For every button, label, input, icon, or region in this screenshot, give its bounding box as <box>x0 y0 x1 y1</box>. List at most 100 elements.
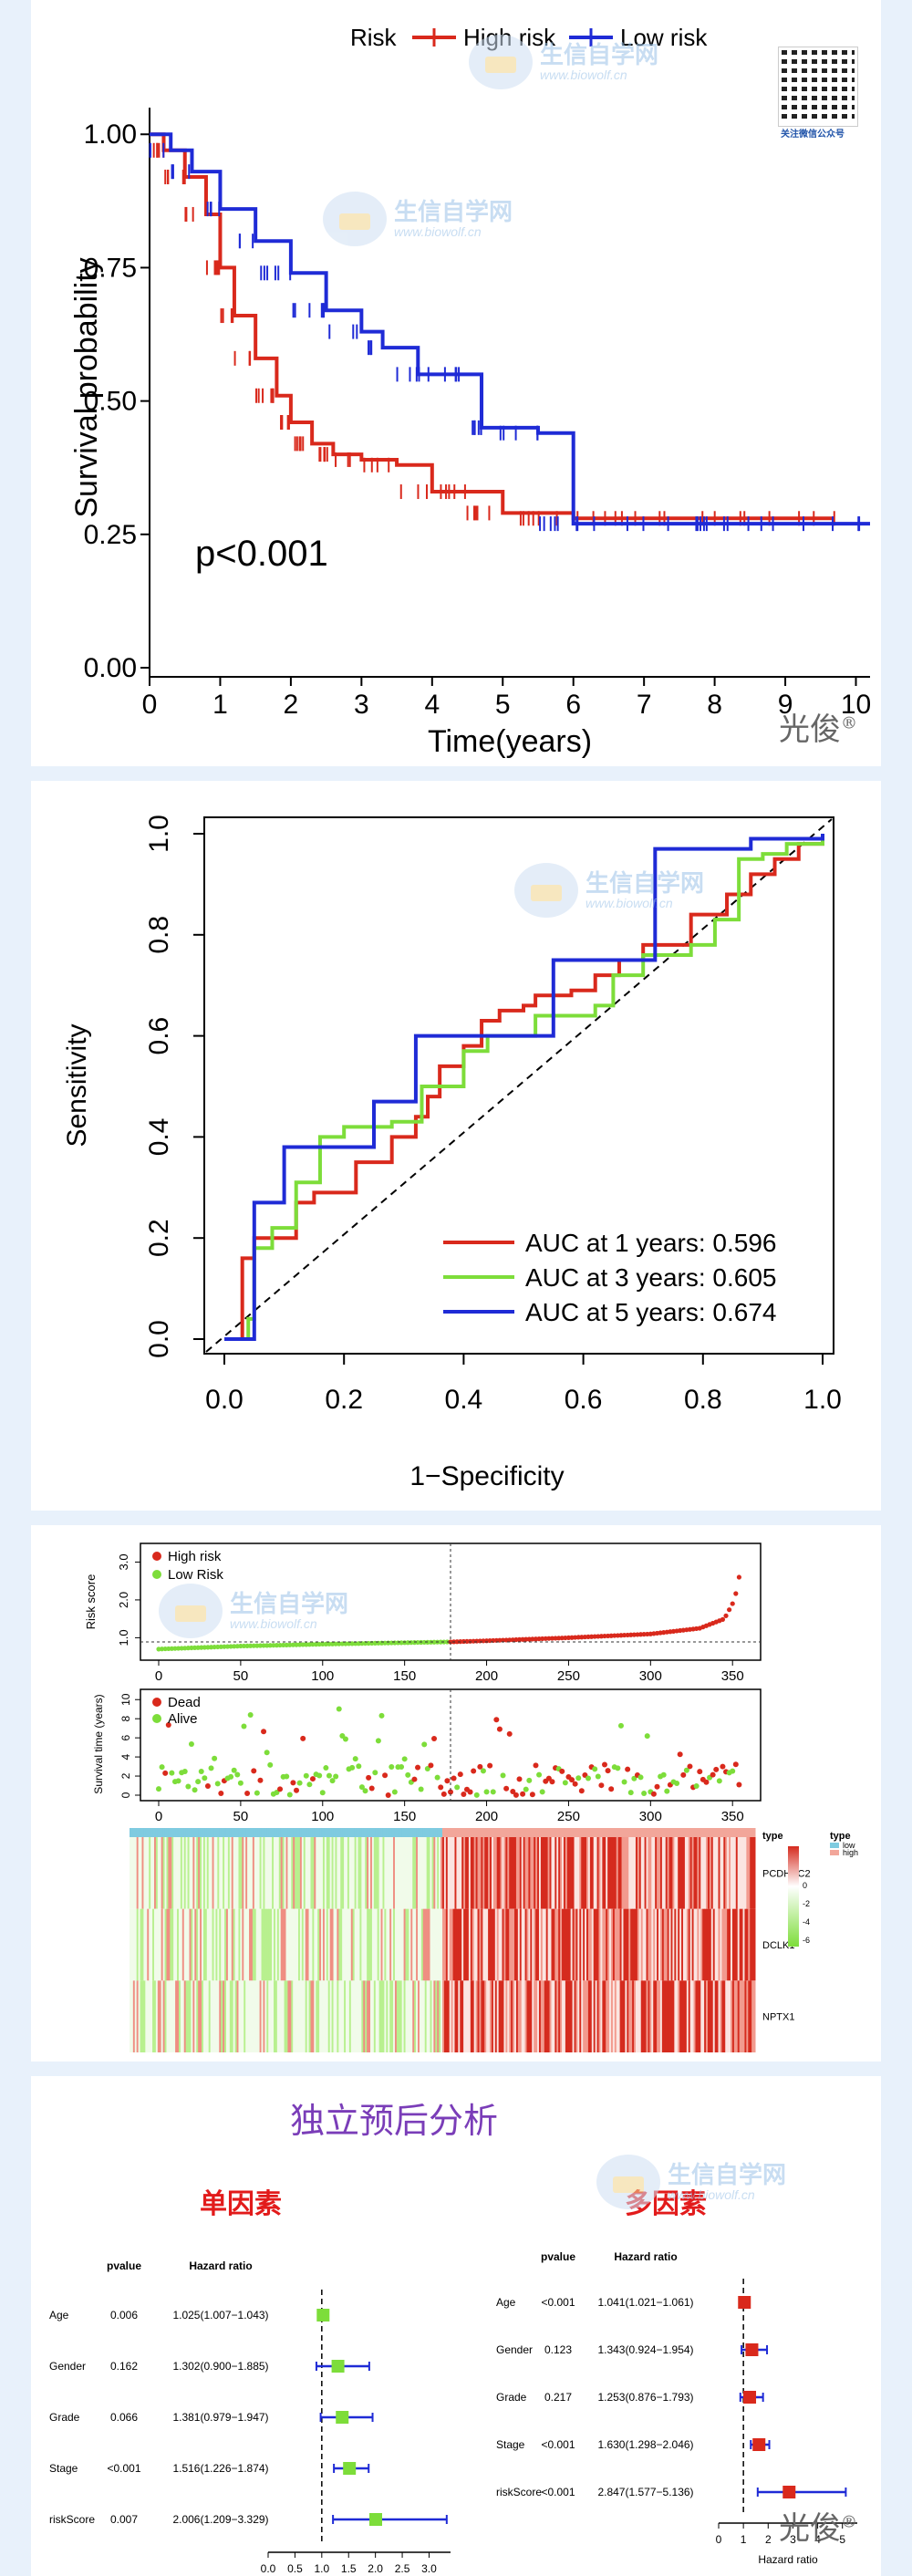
heatmap-cell <box>314 1837 316 1909</box>
heatmap-cell <box>725 1837 728 1909</box>
survival-point <box>660 1771 667 1778</box>
y-tick-label: 0.50 <box>84 387 137 417</box>
heatmap-cell <box>591 1980 595 2052</box>
heatmap-cell <box>405 1837 408 1909</box>
heatmap-cell <box>729 1908 731 1981</box>
heatmap-cell <box>741 1837 744 1909</box>
heatmap-cell <box>171 1980 174 2052</box>
type-bar-cell <box>606 1828 608 1837</box>
y-tick-label: 0.25 <box>84 520 137 550</box>
type-legend-label: high <box>843 1848 858 1857</box>
type-bar-cell <box>591 1828 595 1837</box>
y-axis-label: Survival time (years) <box>92 1694 105 1793</box>
heatmap-cell <box>257 1980 261 2052</box>
survival-point <box>601 1761 607 1768</box>
heatmap-cell <box>731 1837 735 1909</box>
type-bar-cell <box>191 1828 193 1837</box>
heatmap-cell <box>491 1980 494 2052</box>
heatmap-cell <box>710 1980 714 2052</box>
heatmap-cell <box>702 1837 705 1909</box>
type-bar-cell <box>377 1828 380 1837</box>
heatmap-cell <box>628 1908 631 1981</box>
heatmap-cell <box>607 1980 610 2052</box>
type-bar-cell <box>247 1828 250 1837</box>
type-bar-cell <box>674 1828 677 1837</box>
heatmap-cell <box>141 1980 144 2052</box>
heatmap-cell <box>691 1980 695 2052</box>
type-bar-cell <box>310 1828 313 1837</box>
heatmap-scale-bar <box>788 1846 799 1947</box>
survival-point <box>385 1792 391 1798</box>
heatmap-cell <box>354 1980 358 2052</box>
heatmap-cell <box>145 1908 148 1981</box>
heatmap-cell <box>461 1837 464 1909</box>
heatmap-cell <box>456 1980 459 2052</box>
heatmap-cell <box>161 1837 164 1909</box>
heatmap-cell <box>276 1908 280 1981</box>
heatmap-cell <box>452 1908 455 1981</box>
y-tick-label: 0.2 <box>144 1219 174 1257</box>
heatmap-cell <box>272 1980 275 2052</box>
heatmap-scale-label: -6 <box>803 1936 810 1945</box>
risk-score-point <box>736 1574 742 1580</box>
type-bar-cell <box>317 1828 320 1837</box>
survival-point <box>418 1786 424 1792</box>
heatmap-cell <box>515 1837 519 1909</box>
type-bar-cell <box>484 1828 487 1837</box>
heatmap-cell <box>672 1908 675 1981</box>
heatmap-cell <box>663 1980 667 2052</box>
heatmap-cell <box>451 1980 454 2052</box>
heatmap-cell <box>737 1980 741 2052</box>
roc-panel: 0.0 0.0 0.2 0.2 0.4 0.4 0.6 0.6 0.8 0.8 1.0 1.0 1−Sp… <box>31 781 881 1511</box>
heatmap-cell <box>475 1908 479 1981</box>
heatmap-cell <box>688 1908 691 1981</box>
survival-point <box>247 1712 254 1719</box>
heatmap-cell <box>470 1908 473 1981</box>
heatmap-cell <box>750 1908 752 1981</box>
heatmap-cell <box>640 1908 644 1981</box>
y-axis-label: Survival probability <box>69 257 104 517</box>
row-label: Gender <box>496 2343 533 2356</box>
heatmap-cell <box>191 1908 193 1981</box>
heatmap-cell <box>138 1908 141 1981</box>
heatmap-cell <box>659 1908 663 1981</box>
heatmap-cell <box>202 1908 206 1981</box>
heatmap-cell <box>481 1980 483 2052</box>
heatmap-cell <box>667 1980 670 2052</box>
type-bar-cell <box>388 1828 390 1837</box>
heatmap-cell <box>422 1980 426 2052</box>
heatmap-cell <box>492 1980 496 2052</box>
heatmap-cell <box>437 1908 440 1981</box>
survival-point <box>503 1785 510 1792</box>
heatmap-cell <box>494 1908 498 1981</box>
heatmap-cell <box>327 1980 331 2052</box>
type-bar-cell <box>346 1828 348 1837</box>
heatmap-cell <box>428 1908 431 1981</box>
type-bar-cell <box>299 1828 303 1837</box>
heatmap-cell <box>192 1908 195 1981</box>
heatmap-cell <box>628 1837 631 1909</box>
type-bar-cell <box>515 1828 519 1837</box>
heatmap-cell <box>416 1908 419 1981</box>
km-chart: 0.000.250.500.751.000 1 2 3 4 5 6 7 8 9 10Time(yea… <box>69 24 871 759</box>
heatmap-cell <box>521 1980 524 2052</box>
x-tick-label: 5 <box>495 690 511 720</box>
heatmap-cell <box>568 1908 572 1981</box>
heatmap-cell <box>378 1980 382 2052</box>
row-pvalue: 0.217 <box>544 2391 572 2404</box>
type-bar-cell <box>653 1828 656 1837</box>
type-bar-cell <box>215 1828 218 1837</box>
heatmap-cell <box>409 1908 411 1981</box>
heatmap-cell <box>491 1908 494 1981</box>
type-bar-cell <box>194 1828 197 1837</box>
heatmap-cell <box>463 1980 466 2052</box>
heatmap-cell <box>227 1837 231 1909</box>
heatmap-cell <box>465 1980 468 2052</box>
heatmap-cell <box>130 1908 134 1981</box>
heatmap-cell <box>299 1837 303 1909</box>
heatmap-cell <box>689 1908 693 1981</box>
type-bar-cell <box>695 1828 698 1837</box>
heatmap-cell <box>250 1837 254 1909</box>
heatmap-cell <box>735 1980 739 2052</box>
heatmap-cell <box>407 1837 409 1909</box>
